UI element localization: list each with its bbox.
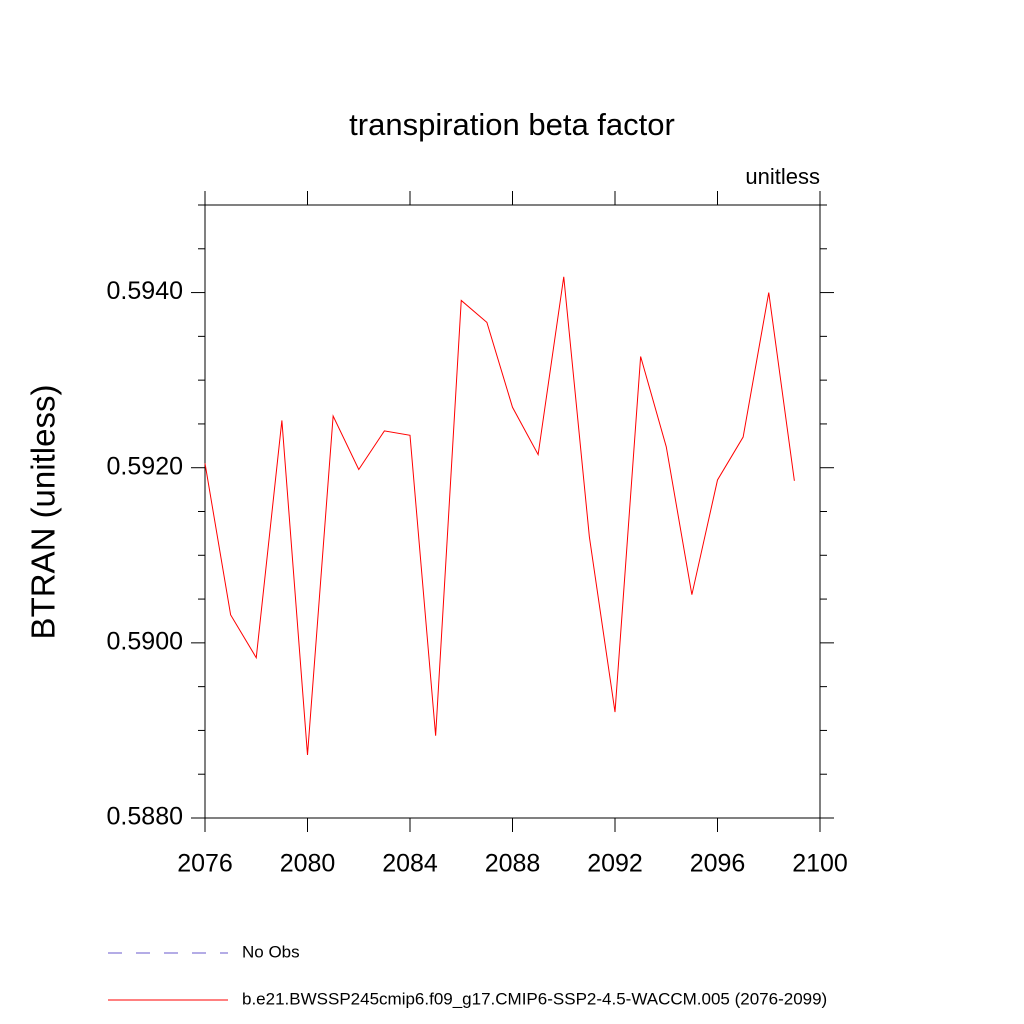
y-tick-label: 0.5920 bbox=[107, 452, 183, 480]
x-tick-label: 2076 bbox=[177, 850, 233, 878]
x-tick-label: 2096 bbox=[690, 850, 746, 878]
x-tick-label: 2088 bbox=[485, 850, 541, 878]
plot-frame bbox=[204, 204, 821, 819]
legend-label: No Obs bbox=[242, 942, 300, 961]
y-tick-label: 0.5880 bbox=[107, 803, 183, 831]
x-tick-label: 2100 bbox=[792, 850, 848, 878]
chart-subtitle: unitless bbox=[745, 164, 820, 189]
chart-title: transpiration beta factor bbox=[349, 107, 675, 142]
legend-label: b.e21.BWSSP245cmip6.f09_g17.CMIP6-SSP2-4… bbox=[242, 989, 827, 1008]
data-line bbox=[204, 276, 795, 755]
x-tick-label: 2080 bbox=[280, 850, 336, 878]
y-tick-label: 0.5900 bbox=[107, 627, 183, 655]
x-tick-label: 2092 bbox=[587, 850, 643, 878]
y-tick-label: 0.5940 bbox=[107, 277, 183, 305]
y-axis-label: BTRAN (unitless) bbox=[25, 385, 62, 640]
x-tick-label: 2084 bbox=[382, 850, 438, 878]
